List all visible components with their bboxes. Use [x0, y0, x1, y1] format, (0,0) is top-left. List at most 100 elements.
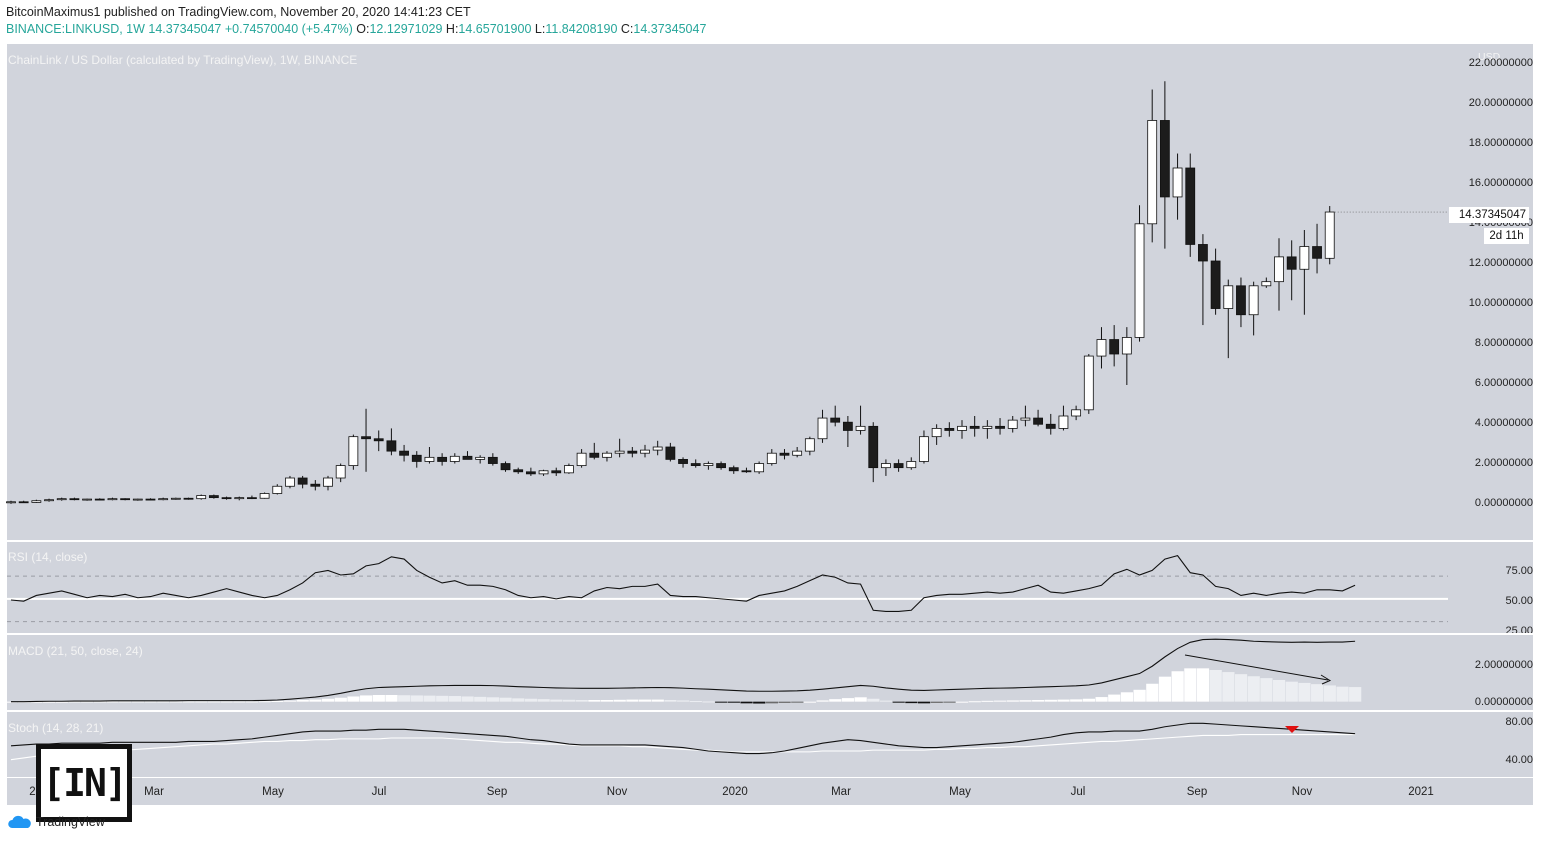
bearish-candle — [145, 498, 156, 501]
macd-histogram-bar — [322, 698, 335, 702]
macd-histogram-bar — [106, 701, 119, 703]
bullish-candle — [919, 436, 929, 462]
bullish-candle — [640, 449, 650, 454]
macd-histogram-bar — [829, 699, 842, 702]
bearish-candle — [361, 436, 371, 440]
macd-histogram-bar — [943, 701, 956, 703]
macd-histogram-bar — [841, 698, 855, 702]
bullish-candle — [424, 456, 435, 462]
bullish-candle — [906, 461, 917, 469]
macd-histogram-bar — [93, 701, 106, 703]
x-label: 2020 — [722, 786, 748, 798]
high-label: H: — [445, 22, 459, 36]
macd-histogram-bar — [981, 700, 994, 702]
macd-axis[interactable] — [1448, 635, 1533, 710]
stoch-panel-title: Stoch (14, 28, 21) — [8, 721, 104, 735]
macd-line — [11, 638, 1356, 703]
symbol-ohlc-line: BINANCE:LINKUSD, 1W 14.37345047 +0.74570… — [6, 22, 706, 36]
bearish-cross-marker — [1285, 726, 1299, 733]
macd-tick-2: 2.00000000 — [1474, 659, 1533, 671]
bullish-candle — [82, 498, 92, 501]
macd-histogram-bar — [1146, 683, 1159, 702]
bullish-candle — [449, 455, 460, 462]
bearish-candle — [741, 470, 752, 473]
macd-histogram-bar — [283, 700, 297, 702]
macd-histogram-bar — [1006, 700, 1019, 702]
stoch-tick-80: 80.00 — [1505, 716, 1533, 728]
y-tick: 12.00000000 — [1468, 257, 1533, 269]
macd-histogram-bar — [474, 696, 487, 702]
stoch-panel[interactable] — [7, 712, 1448, 777]
bullish-candle — [652, 446, 663, 451]
bullish-candle — [1134, 223, 1145, 338]
bearish-candle — [183, 497, 194, 500]
macd-histogram-bar — [740, 701, 753, 704]
macd-histogram-bar — [258, 701, 271, 703]
rsi-panel[interactable] — [7, 542, 1448, 633]
bullish-candle — [170, 497, 181, 500]
divergence-arrow-head — [1320, 674, 1332, 685]
bullish-candle — [931, 427, 942, 438]
macd-histogram-bar — [677, 700, 690, 702]
bullish-candle — [602, 452, 612, 458]
bullish-candle — [348, 436, 359, 466]
low-value: 11.84208190 — [545, 22, 618, 36]
macd-histogram-bar — [816, 700, 829, 702]
macd-histogram-bar — [1349, 687, 1362, 702]
macd-histogram-bar — [905, 701, 918, 704]
tradingview-label: TradingView — [36, 815, 105, 829]
bearish-candle — [208, 495, 219, 499]
macd-histogram-bar — [1273, 680, 1286, 702]
bearish-candle — [94, 498, 105, 501]
macd-histogram-bar — [1044, 699, 1057, 702]
macd-histogram-bar — [423, 695, 436, 702]
bearish-candle — [18, 501, 29, 504]
macd-histogram-bar — [651, 699, 664, 702]
rsi-axis[interactable] — [1448, 542, 1533, 633]
bearish-candle — [297, 477, 308, 485]
macd-histogram-bar — [1234, 674, 1248, 702]
macd-histogram-bar — [448, 696, 461, 702]
macd-histogram-bar — [512, 698, 525, 702]
bullish-candle — [259, 493, 270, 499]
y-tick: 0.00000000 — [1474, 497, 1533, 509]
macd-histogram-bar — [81, 701, 94, 703]
tradingview-brand[interactable]: TradingView — [8, 815, 105, 829]
time-axis[interactable] — [7, 778, 1448, 805]
bearish-candle — [437, 456, 448, 462]
bullish-candle — [132, 498, 143, 501]
bearish-candle — [551, 470, 562, 474]
bullish-candle — [196, 495, 207, 500]
macd-histogram-bar — [968, 701, 981, 703]
open-label: O: — [356, 22, 370, 36]
bullish-candle — [576, 452, 587, 467]
macd-histogram-bar — [664, 700, 677, 702]
bearish-candle — [120, 498, 131, 501]
macd-histogram-bar — [702, 701, 715, 703]
bearish-candle — [969, 425, 980, 429]
x-label: Mar — [144, 786, 164, 798]
bearish-candle — [487, 456, 498, 464]
bullish-candle — [1274, 256, 1284, 283]
macd-histogram-bar — [917, 701, 931, 704]
bearish-candle — [868, 425, 879, 469]
bearish-candle — [1045, 423, 1056, 429]
y-tick: 2.00000000 — [1474, 457, 1533, 469]
rsi-line — [10, 555, 1356, 612]
bullish-candle — [1261, 281, 1272, 287]
macd-histogram-bar — [245, 701, 259, 703]
y-tick: 10.00000000 — [1468, 297, 1533, 309]
bullish-candle — [982, 425, 993, 429]
watermark-text: [IN] — [42, 761, 128, 805]
stoch-axis[interactable] — [1448, 712, 1533, 777]
macd-histogram-bar — [30, 701, 43, 703]
macd-histogram-bar — [727, 701, 740, 703]
bearish-candle — [690, 463, 701, 466]
bullish-candle — [1147, 120, 1158, 225]
macd-histogram-bar — [119, 701, 132, 703]
price-axis[interactable] — [1448, 44, 1533, 540]
bullish-candle — [766, 452, 777, 464]
price-panel[interactable] — [7, 44, 1448, 540]
close-value: 14.37345047 — [633, 22, 707, 36]
